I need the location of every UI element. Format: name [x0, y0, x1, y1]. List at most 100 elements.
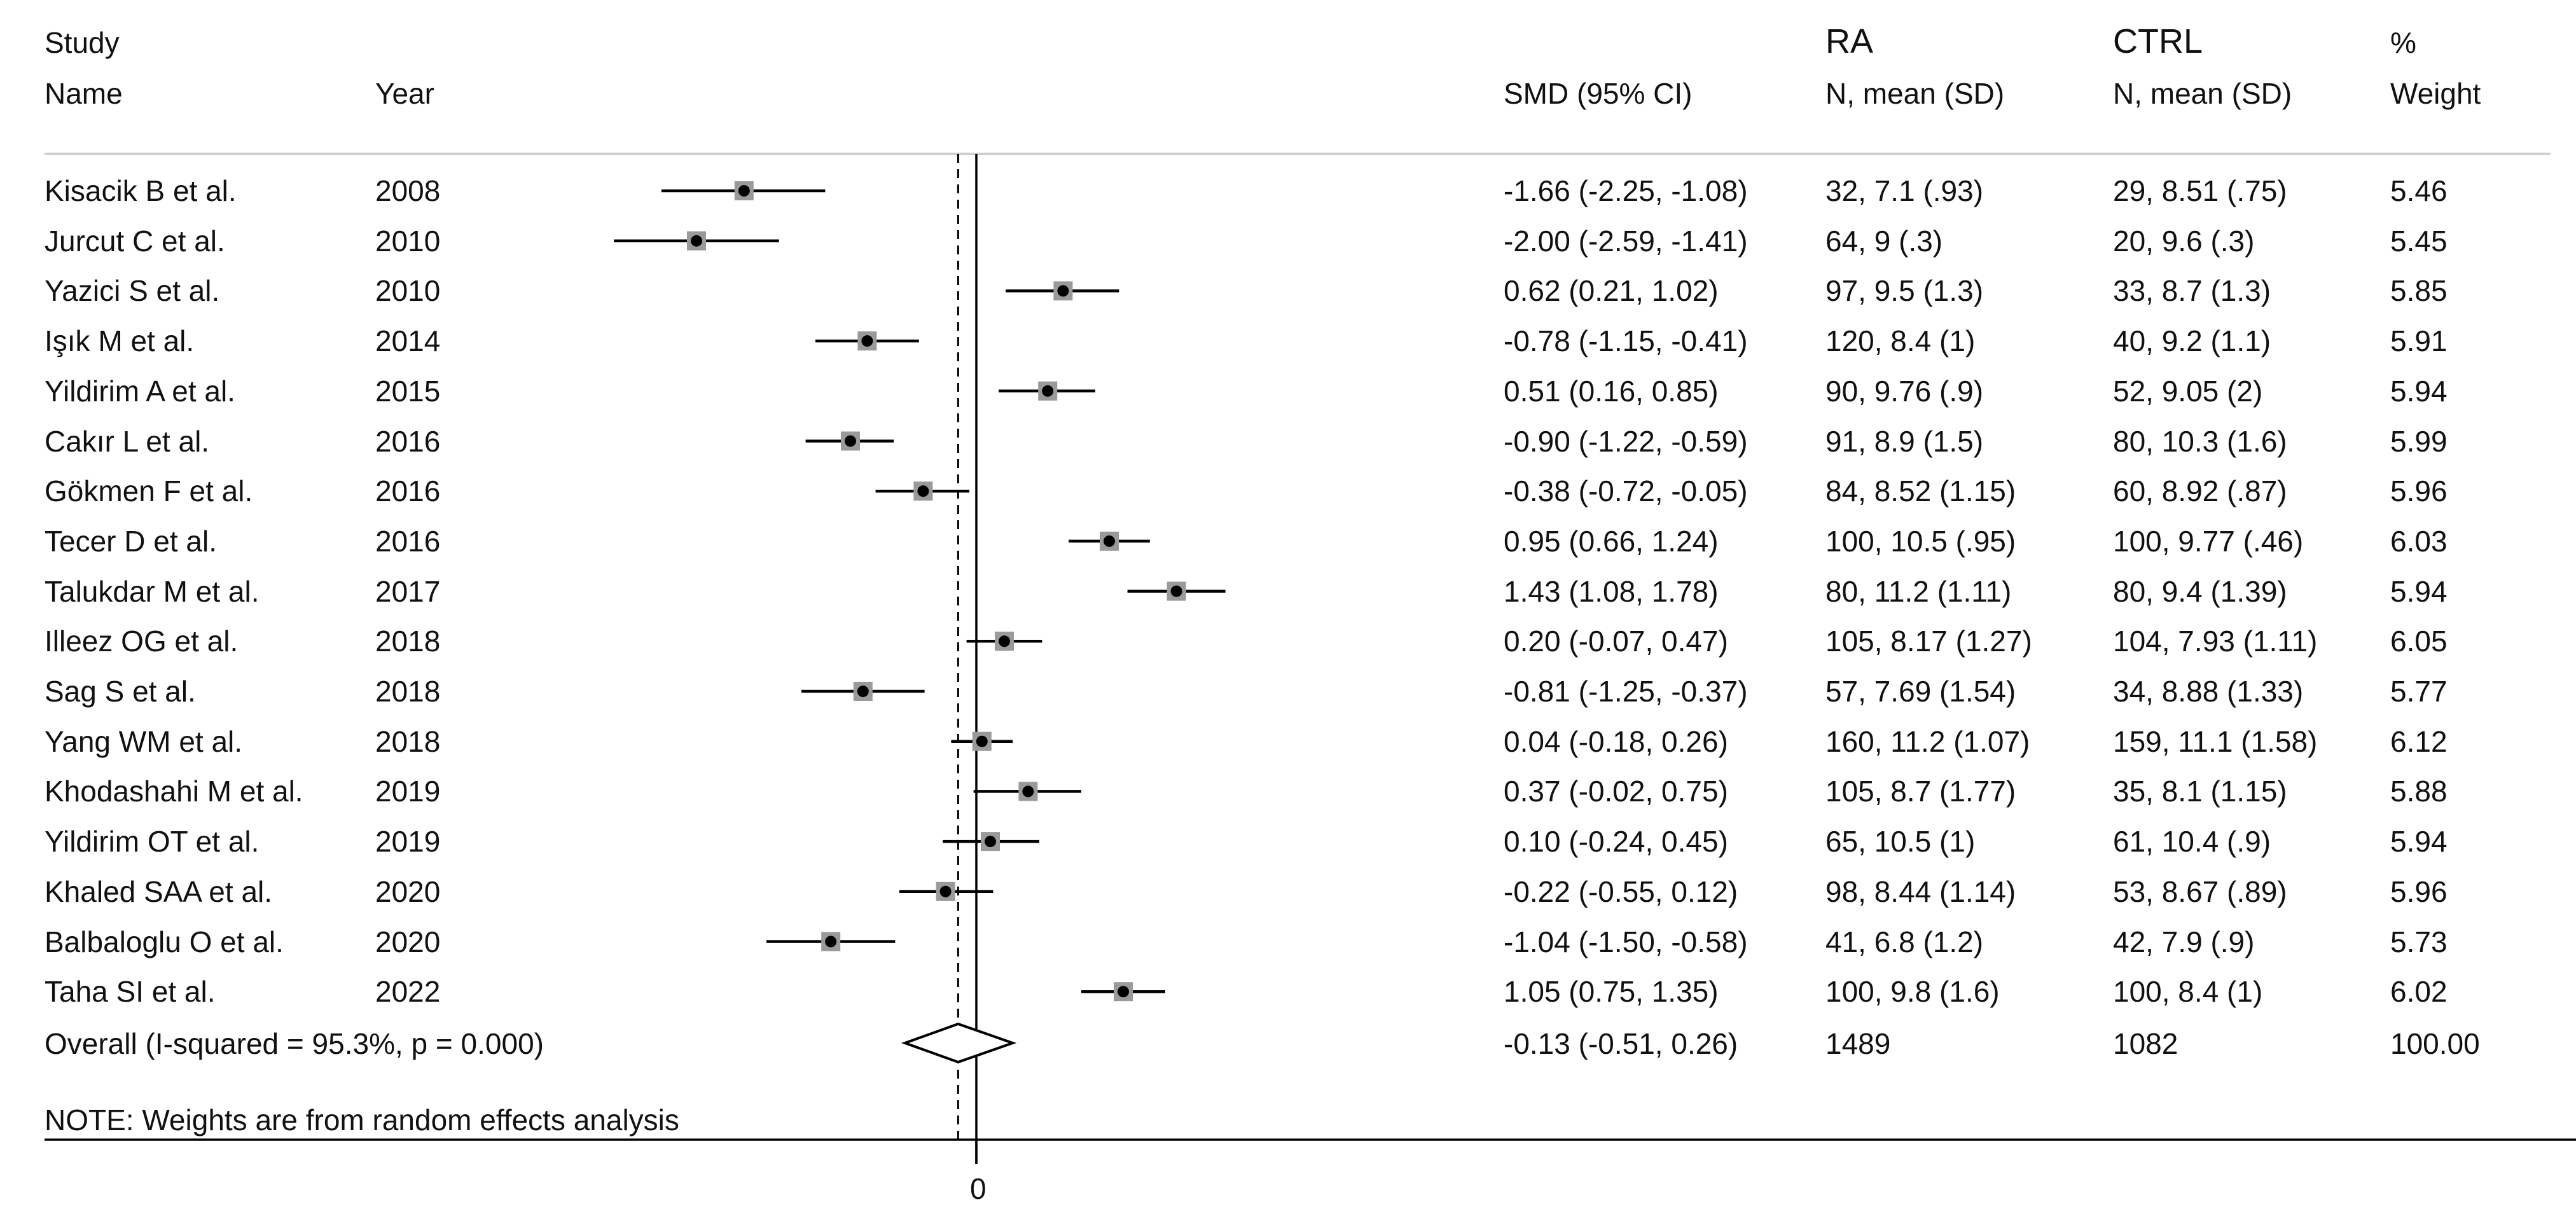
study-smd-ci: -0.81 (-1.25, -0.37) — [1504, 675, 1748, 708]
study-year: 2019 — [375, 825, 441, 859]
study-ra-stats: 160, 11.2 (1.07) — [1825, 724, 2030, 758]
study-weight: 5.94 — [2390, 374, 2448, 408]
point-estimate — [976, 735, 988, 747]
point-estimate — [917, 485, 929, 497]
study-name: Gökmen F et al. — [45, 474, 253, 508]
point-estimate — [1170, 585, 1182, 597]
study-ra-stats: 91, 8.9 (1.5) — [1825, 424, 1984, 458]
study-year: 2015 — [375, 374, 441, 408]
point-estimate — [1057, 285, 1069, 297]
point-estimate — [825, 936, 837, 948]
study-ctrl-stats: 34, 8.88 (1.33) — [2113, 675, 2304, 708]
study-smd-ci: -2.00 (-2.59, -1.41) — [1504, 224, 1748, 258]
study-year: 2022 — [375, 975, 441, 1009]
study-ctrl-stats: 100, 9.77 (.46) — [2113, 524, 2304, 558]
point-estimate — [939, 885, 952, 897]
study-weight: 5.46 — [2390, 174, 2448, 207]
study-name: Işık M et al. — [45, 324, 195, 358]
study-ctrl-stats: 53, 8.67 (.89) — [2113, 874, 2287, 908]
study-ctrl-stats: 52, 9.05 (2) — [2113, 374, 2263, 408]
study-ra-stats: 120, 8.4 (1) — [1825, 324, 1976, 358]
study-ra-stats: 97, 9.5 (1.3) — [1825, 274, 1984, 308]
study-ctrl-stats: 60, 8.92 (.87) — [2113, 474, 2287, 508]
overall-ra: 1489 — [1825, 1027, 1891, 1060]
study-name: Khodashahi M et al. — [45, 775, 303, 808]
study-name: Kisacik B et al. — [45, 174, 237, 207]
study-ctrl-stats: 61, 10.4 (.9) — [2113, 825, 2271, 859]
study-smd-ci: -1.04 (-1.50, -0.58) — [1504, 925, 1748, 958]
study-year: 2014 — [375, 324, 441, 358]
point-estimate — [999, 635, 1010, 647]
study-weight: 6.03 — [2390, 524, 2448, 558]
study-smd-ci: -0.78 (-1.15, -0.41) — [1504, 324, 1748, 358]
overall-smd: -0.13 (-0.51, 0.26) — [1504, 1027, 1738, 1060]
study-smd-ci: -0.90 (-1.22, -0.59) — [1504, 424, 1748, 458]
study-weight: 6.02 — [2390, 975, 2448, 1009]
overall-weight: 100.00 — [2390, 1027, 2480, 1060]
point-estimate — [857, 686, 869, 697]
study-weight: 5.94 — [2390, 574, 2448, 608]
header-ra-line2: N, mean (SD) — [1825, 77, 2005, 110]
study-smd-ci: 0.95 (0.66, 1.24) — [1504, 524, 1719, 558]
point-estimate — [1118, 986, 1129, 998]
study-ctrl-stats: 80, 10.3 (1.6) — [2113, 424, 2287, 458]
point-estimate — [985, 836, 996, 848]
study-weight: 5.94 — [2390, 825, 2448, 859]
study-weight: 6.12 — [2390, 724, 2448, 758]
study-name: Yildirim A et al. — [45, 374, 235, 408]
study-name: Sag S et al. — [45, 675, 196, 708]
study-weight: 6.05 — [2390, 625, 2448, 658]
study-ra-stats: 98, 8.44 (1.14) — [1825, 874, 2016, 908]
header-smd: SMD (95% CI) — [1504, 77, 1693, 110]
header-study-line2: Name — [45, 77, 123, 110]
study-year: 2018 — [375, 625, 441, 658]
study-ctrl-stats: 29, 8.51 (.75) — [2113, 174, 2287, 207]
study-weight: 5.99 — [2390, 424, 2448, 458]
study-year: 2019 — [375, 775, 441, 808]
study-smd-ci: 0.62 (0.21, 1.02) — [1504, 274, 1719, 308]
study-ra-stats: 100, 10.5 (.95) — [1825, 524, 2016, 558]
point-estimate — [845, 435, 856, 447]
header-weight-line1: % — [2390, 26, 2416, 59]
study-year: 2016 — [375, 474, 441, 508]
study-ctrl-stats: 104, 7.93 (1.11) — [2113, 625, 2318, 658]
study-ra-stats: 100, 9.8 (1.6) — [1825, 975, 2000, 1009]
study-name: Tecer D et al. — [45, 524, 217, 558]
study-smd-ci: 0.10 (-0.24, 0.45) — [1504, 825, 1728, 859]
overall-ctrl: 1082 — [2113, 1027, 2178, 1060]
header-weight-line2: Weight — [2390, 77, 2481, 110]
header-ctrl-line1: CTRL — [2113, 22, 2203, 60]
header-year: Year — [375, 77, 434, 110]
study-name: Yildirim OT et al. — [45, 825, 260, 859]
study-weight: 5.96 — [2390, 874, 2448, 908]
study-name: Cakır L et al. — [45, 424, 210, 458]
overall-diamond — [901, 1022, 1017, 1064]
study-weight: 5.85 — [2390, 274, 2448, 308]
point-estimate — [738, 185, 750, 197]
study-name: Khaled SAA et al. — [45, 874, 273, 908]
study-year: 2016 — [375, 524, 441, 558]
study-ctrl-stats: 159, 11.1 (1.58) — [2113, 724, 2318, 758]
study-year: 2018 — [375, 724, 441, 758]
study-year: 2017 — [375, 574, 441, 608]
header-study-line1: Study — [45, 26, 120, 59]
study-year: 2008 — [375, 174, 441, 207]
study-smd-ci: 0.51 (0.16, 0.85) — [1504, 374, 1719, 408]
study-smd-ci: 0.04 (-0.18, 0.26) — [1504, 724, 1728, 758]
point-estimate — [1022, 785, 1034, 798]
study-name: Balbaloglu O et al. — [45, 925, 284, 958]
study-smd-ci: -0.22 (-0.55, 0.12) — [1504, 874, 1738, 908]
header-ra-line1: RA — [1825, 22, 1874, 60]
study-weight: 5.88 — [2390, 775, 2448, 808]
study-smd-ci: 1.05 (0.75, 1.35) — [1504, 975, 1719, 1009]
study-name: Talukdar M et al. — [45, 574, 260, 608]
study-weight: 5.77 — [2390, 675, 2448, 708]
study-ra-stats: 57, 7.69 (1.54) — [1825, 675, 2016, 708]
point-estimate — [691, 235, 702, 247]
point-estimate — [1104, 535, 1115, 547]
study-weight: 5.91 — [2390, 324, 2448, 358]
study-ra-stats: 80, 11.2 (1.11) — [1825, 574, 2012, 608]
study-year: 2016 — [375, 424, 441, 458]
study-year: 2010 — [375, 224, 441, 258]
